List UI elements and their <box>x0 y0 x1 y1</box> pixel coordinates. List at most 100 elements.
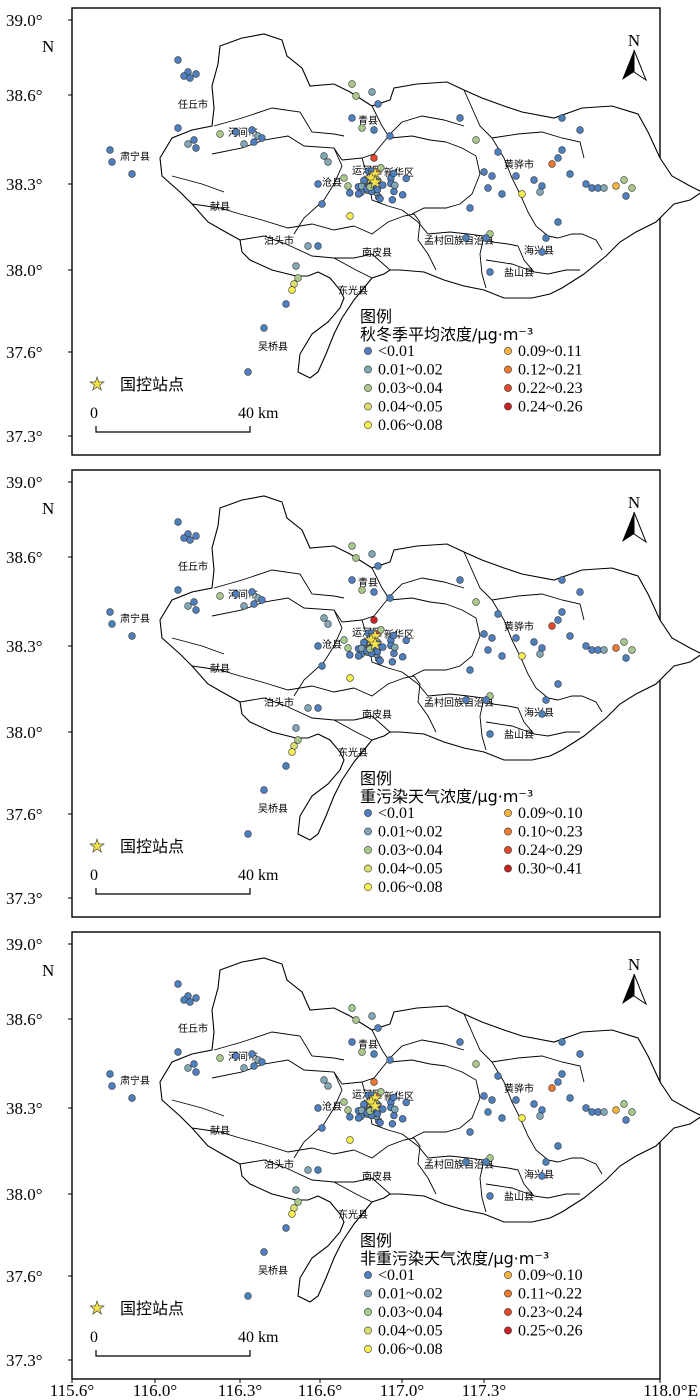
station-point <box>366 645 374 653</box>
station-point <box>260 1248 268 1256</box>
scale-line <box>95 426 251 433</box>
station-point <box>190 1060 198 1068</box>
county-label: 肃宁县 <box>120 150 150 163</box>
legend-swatch <box>504 827 512 836</box>
station-point <box>402 636 410 645</box>
county-label: 孟村回族自治县 <box>424 1158 494 1171</box>
y-tick-label: 38.6° <box>6 548 43 567</box>
station-point <box>184 602 192 610</box>
station-point <box>174 56 182 64</box>
x-tick-label: 116.0° <box>133 1381 177 1400</box>
north-arrow-right <box>633 511 648 544</box>
station-point <box>348 1004 356 1012</box>
station-point <box>494 610 502 618</box>
station-point <box>472 136 480 144</box>
north-arrow-icon: N <box>622 493 648 544</box>
station-point <box>456 114 464 122</box>
station-point <box>174 518 182 526</box>
county-border <box>213 107 345 137</box>
station-point <box>379 1105 387 1113</box>
legend-swatch <box>504 1326 512 1335</box>
county-label: 泊头市 <box>264 696 294 709</box>
station-point <box>374 100 382 108</box>
station-point <box>192 532 200 540</box>
legend-label: 0.09~0.11 <box>518 343 582 360</box>
station-point <box>374 1024 382 1032</box>
station-point <box>554 1142 562 1150</box>
legend-label: 0.06~0.08 <box>378 1341 443 1358</box>
station-point <box>192 606 200 614</box>
n-axis-label: N <box>42 499 54 518</box>
legend-swatch <box>364 402 372 411</box>
scale-bar: 0 40 km <box>90 405 279 433</box>
station-point <box>389 169 398 178</box>
station-point <box>370 616 378 624</box>
station-point <box>484 646 492 654</box>
county-label: 南皮县 <box>362 708 392 721</box>
station-point <box>498 1114 506 1122</box>
station-point <box>558 1038 566 1046</box>
station-point <box>494 148 502 156</box>
legend-swatch <box>504 347 512 355</box>
y-tick-label: 39.0° <box>6 473 43 492</box>
station-point <box>318 200 326 208</box>
legend-label: 0.11~0.22 <box>518 1286 582 1303</box>
station-point <box>558 576 566 584</box>
county-label: 东光县 <box>338 284 368 297</box>
station-point <box>482 234 490 242</box>
county-border <box>417 1145 437 1195</box>
county-border <box>353 1137 421 1159</box>
station-point <box>106 608 114 616</box>
station-point <box>314 180 322 188</box>
station-point <box>346 212 354 220</box>
county-border <box>353 213 421 235</box>
station-point <box>388 658 397 666</box>
legend-label: 0.01~0.02 <box>378 1286 443 1303</box>
county-label: 南皮县 <box>362 246 392 259</box>
station-point <box>386 132 394 140</box>
county-label: 肃宁县 <box>120 612 150 625</box>
station-point <box>373 1100 382 1109</box>
station-point <box>240 602 248 610</box>
legend-swatch <box>364 809 372 817</box>
station-point <box>174 586 182 594</box>
station-point <box>248 126 256 134</box>
station-point <box>186 998 194 1006</box>
station-point <box>192 994 200 1002</box>
station-point <box>304 1166 312 1174</box>
station-point <box>554 680 562 688</box>
station-point <box>600 646 608 654</box>
national-station-star: ★ <box>367 634 383 655</box>
x-tick-label: 116.6° <box>298 1381 342 1400</box>
county-border <box>213 1031 345 1061</box>
county-border <box>239 1159 391 1195</box>
station-point <box>486 730 494 738</box>
station-star-icon: ★ <box>89 1298 105 1319</box>
county-label: 献县 <box>210 200 230 213</box>
station-point <box>518 1114 526 1122</box>
y-tick-label: 39.0° <box>6 935 43 954</box>
y-tick-label: 38.3° <box>6 175 43 194</box>
county-border <box>191 665 355 693</box>
station-point <box>538 710 546 718</box>
county-border <box>333 257 373 279</box>
station-point <box>600 184 608 192</box>
legend-swatch <box>504 365 512 374</box>
county-label: 黄骅市 <box>504 620 534 633</box>
station-key-label: 国控站点 <box>120 837 184 856</box>
county-border <box>341 577 465 623</box>
x-tick-label: 117.3° <box>462 1381 506 1400</box>
legend-swatch <box>504 1271 512 1279</box>
station-point <box>398 191 407 199</box>
station-point <box>344 182 352 190</box>
station-point <box>628 184 636 192</box>
station-point <box>174 124 182 132</box>
legend-title: 图例 <box>360 769 392 788</box>
station-point <box>368 550 376 558</box>
national-station-star: ★ <box>363 1092 379 1113</box>
station-point <box>566 632 574 640</box>
county-label: 孟村回族自治县 <box>424 696 494 709</box>
station-point <box>542 696 550 704</box>
station-point <box>379 181 387 189</box>
